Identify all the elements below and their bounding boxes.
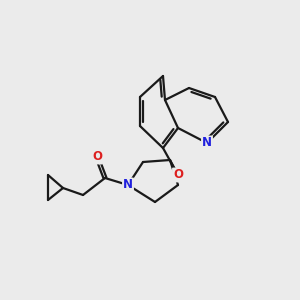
Text: O: O xyxy=(173,169,183,182)
Text: N: N xyxy=(202,136,212,149)
Text: N: N xyxy=(123,178,133,191)
Text: O: O xyxy=(92,151,102,164)
